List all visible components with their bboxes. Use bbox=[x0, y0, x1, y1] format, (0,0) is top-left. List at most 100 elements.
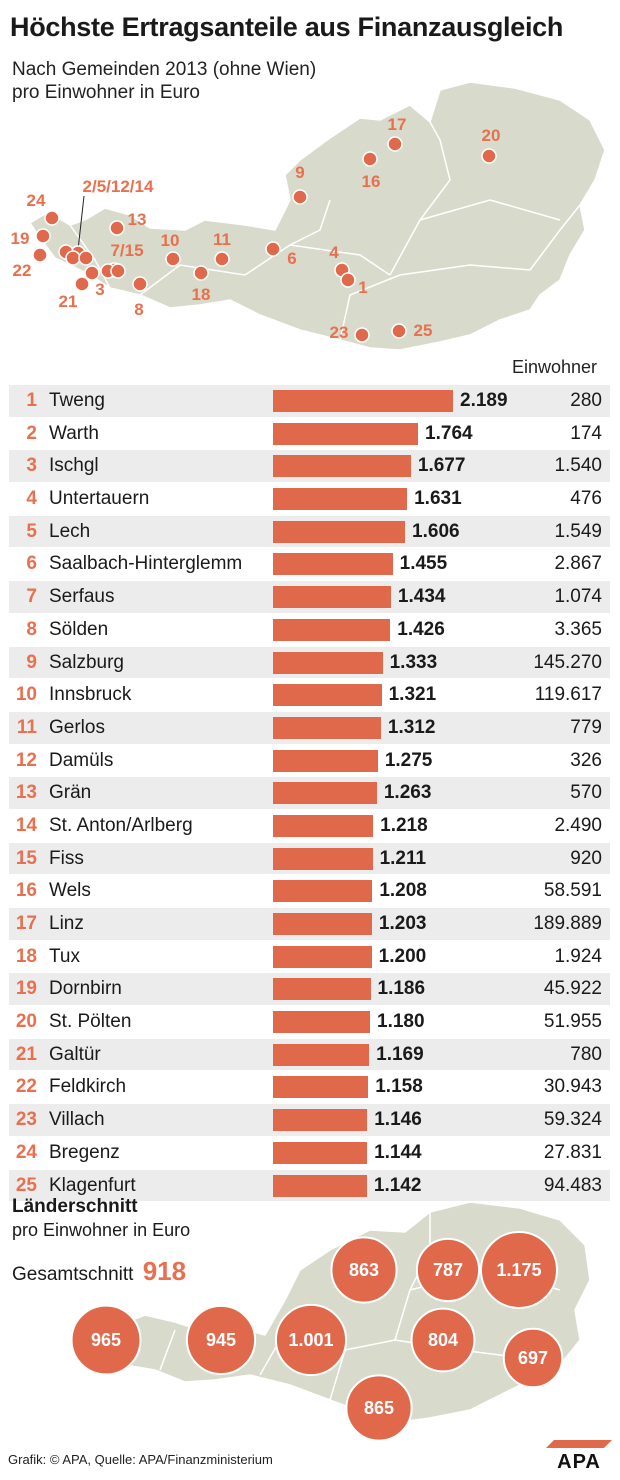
table-row: 18 Tux 1.200 1.924 bbox=[9, 941, 610, 974]
table-row: 5 Lech 1.606 1.549 bbox=[9, 515, 610, 549]
row-name: Sölden bbox=[49, 618, 109, 640]
row-einwohner: 189.889 bbox=[533, 913, 602, 934]
row-name: Gerlos bbox=[49, 716, 105, 738]
map-pin-label: 16 bbox=[362, 172, 381, 191]
row-name: Tux bbox=[49, 945, 80, 967]
table-row: 8 Sölden 1.426 3.365 bbox=[9, 614, 610, 647]
gesamtschnitt-value: 918 bbox=[142, 1256, 187, 1286]
row-bar bbox=[273, 945, 372, 968]
austria-outline bbox=[28, 81, 606, 351]
row-name: Lech bbox=[49, 520, 91, 542]
map-pin bbox=[391, 323, 407, 339]
row-rank: 4 bbox=[26, 488, 37, 510]
row-rank: 6 bbox=[26, 553, 37, 575]
row-name: Warth bbox=[49, 422, 99, 444]
row-einwohner: 145.270 bbox=[533, 651, 602, 673]
row-rank: 25 bbox=[15, 1174, 37, 1196]
row-rank: 10 bbox=[15, 684, 37, 706]
row-einwohner: 3.365 bbox=[554, 618, 602, 640]
row-einwohner: 30.943 bbox=[543, 1076, 602, 1098]
row-value: 1.631 bbox=[414, 488, 462, 510]
map-pin bbox=[78, 250, 94, 266]
row-rank: 8 bbox=[26, 618, 37, 640]
row-value: 1.203 bbox=[378, 913, 427, 934]
chart-subtitle: Nach Gemeinden 2013 (ohne Wien) pro Einw… bbox=[12, 58, 316, 104]
row-rank: 22 bbox=[15, 1076, 37, 1098]
row-rank: 9 bbox=[26, 651, 37, 673]
table-row: 11 Gerlos 1.312 779 bbox=[9, 711, 610, 745]
row-einwohner: 119.617 bbox=[534, 684, 602, 706]
state-bubbles: 965 945 1.001 863 787 1.175 804 697 865 bbox=[70, 1231, 564, 1440]
row-name: Ischgl bbox=[49, 455, 99, 477]
row-name: Damüls bbox=[49, 749, 114, 771]
row-name: Serfaus bbox=[49, 586, 115, 608]
row-bar bbox=[273, 422, 419, 445]
row-bar bbox=[273, 978, 371, 1001]
gesamtschnitt-label: Gesamtschnitt bbox=[12, 1264, 134, 1285]
table-row: 6 Saalbach-Hinterglemm 1.455 2.867 bbox=[9, 548, 610, 582]
map-pin bbox=[362, 151, 378, 167]
map-pin bbox=[354, 327, 370, 343]
map-pins: 24 19 22 2/5/12/14 13 7/15 3 21 8 10 11 18 6 9 41 17 16 2… bbox=[11, 115, 500, 343]
map-pin bbox=[44, 210, 60, 226]
apa-logo-text: APA bbox=[557, 1451, 601, 1470]
table-row: 10 Innsbruck 1.321 119.617 bbox=[9, 679, 610, 712]
map-pin-label: 11 bbox=[213, 230, 231, 249]
state-bubble-label: 945 bbox=[206, 1330, 236, 1350]
table-row: 15 Fiss 1.211 920 bbox=[9, 842, 610, 876]
map-pin bbox=[74, 276, 90, 292]
table-row: 19 Dornbirn 1.186 45.922 bbox=[9, 973, 610, 1007]
row-bar bbox=[273, 913, 372, 935]
row-bar bbox=[273, 390, 453, 412]
map-pin-label: 22 bbox=[13, 261, 32, 280]
row-bar bbox=[273, 847, 373, 870]
map-pin-label: 8 bbox=[134, 300, 143, 319]
state-bubble-label: 697 bbox=[518, 1348, 548, 1368]
row-name: Salzburg bbox=[49, 651, 124, 673]
subtitle-line-2: pro Einwohner in Euro bbox=[12, 82, 200, 103]
table-row: 22 Feldkirch 1.158 30.943 bbox=[9, 1071, 610, 1105]
state-bubble-label: 965 bbox=[91, 1330, 121, 1350]
row-name: Villach bbox=[49, 1109, 105, 1131]
row-bar bbox=[273, 782, 377, 805]
map-pin bbox=[265, 241, 281, 257]
table-row: 3 Ischgl 1.677 1.540 bbox=[9, 450, 610, 484]
row-value: 1.218 bbox=[380, 814, 428, 836]
row-bar bbox=[273, 586, 391, 609]
row-einwohner: 779 bbox=[570, 716, 602, 738]
map-pin bbox=[340, 272, 356, 288]
row-rank: 23 bbox=[15, 1109, 37, 1131]
row-name: St. Pölten bbox=[49, 1011, 132, 1033]
row-rank: 1 bbox=[26, 390, 37, 411]
row-value: 1.208 bbox=[379, 880, 427, 902]
row-name: Galtür bbox=[49, 1043, 101, 1065]
state-bubble-label: 863 bbox=[349, 1260, 379, 1280]
gesamtschnitt: Gesamtschnitt 918 bbox=[12, 1256, 186, 1287]
map-pin-label: 3 bbox=[95, 280, 104, 299]
pin-leader-line bbox=[77, 195, 85, 251]
map-pin bbox=[165, 251, 181, 267]
map-pin-label: 19 bbox=[11, 229, 30, 248]
row-rank: 16 bbox=[15, 880, 37, 902]
row-value: 1.275 bbox=[384, 749, 433, 771]
row-rank: 11 bbox=[16, 716, 37, 738]
row-name: Feldkirch bbox=[49, 1076, 127, 1098]
row-einwohner: 1.549 bbox=[554, 520, 602, 542]
state-bubble bbox=[345, 1374, 413, 1440]
map-pin-label: 9 bbox=[295, 163, 304, 182]
row-einwohner: 476 bbox=[570, 488, 602, 510]
map-pin bbox=[65, 250, 81, 266]
state-bubble-label: 1.175 bbox=[496, 1260, 541, 1280]
row-value: 1.146 bbox=[374, 1109, 422, 1131]
row-name: Innsbruck bbox=[49, 684, 132, 706]
austria-state-map: 965 945 1.001 863 787 1.175 804 697 865 bbox=[68, 1201, 591, 1440]
row-rank: 7 bbox=[26, 586, 37, 608]
table-row: 13 Grän 1.263 570 bbox=[9, 777, 610, 810]
chart-title: Höchste Ertragsanteile aus Finanzausglei… bbox=[10, 12, 564, 42]
state-bubble-label: 787 bbox=[433, 1260, 463, 1280]
row-bar bbox=[273, 1174, 367, 1197]
row-value: 1.211 bbox=[379, 847, 427, 869]
table-row: 2 Warth 1.764 174 bbox=[9, 418, 610, 451]
row-rank: 2 bbox=[26, 422, 37, 444]
row-einwohner: 2.867 bbox=[554, 553, 602, 575]
